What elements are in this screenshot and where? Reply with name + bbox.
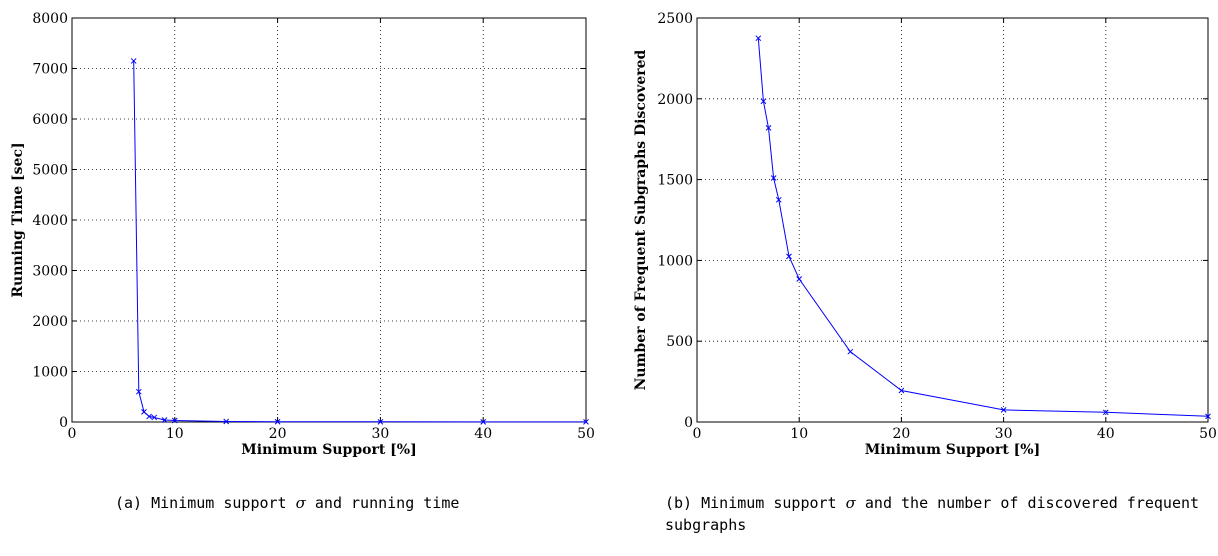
x-tick-label: 10 [790, 426, 808, 442]
y-tick-label: 7000 [32, 62, 68, 78]
chart-running-time: 0 10 20 30 40 50 0 1000 2000 3000 4000 5000 6000 7000… [10, 11, 595, 458]
y-tick-label: 1500 [657, 173, 693, 189]
x-axis-label: Minimum Support [%] [865, 442, 1040, 458]
caption-a: (a) Minimum support σ and running time [115, 492, 535, 514]
data-point [583, 419, 589, 425]
y-axis-label: Running Time [sec] [10, 142, 26, 297]
y-tick-label: 500 [666, 334, 693, 350]
x-tick-label: 30 [995, 426, 1013, 442]
y-tick-label: 0 [684, 415, 693, 431]
caption-a-suffix: and running time [305, 494, 460, 512]
y-tick-label: 0 [59, 415, 68, 431]
y-tick-label: 6000 [32, 112, 68, 128]
data-point [796, 276, 803, 282]
data-point [151, 414, 158, 421]
series-line [757, 38, 1209, 417]
x-tick-label: 50 [577, 426, 595, 442]
y-tick-label: 8000 [32, 11, 68, 27]
y-axis-label: Number of Frequent Subgraphs Discovered [633, 49, 649, 390]
data-point [898, 387, 905, 394]
data-point [786, 253, 792, 260]
caption-b-sigma: σ [845, 494, 856, 512]
x-tick-label: 40 [1097, 426, 1115, 442]
data-point [171, 417, 178, 424]
data-point [775, 196, 782, 203]
data-point [146, 413, 152, 420]
caption-a-prefix: (a) Minimum support [115, 494, 296, 512]
data-point [480, 419, 487, 425]
caption-b-suffix: and the number of discovered frequent su… [665, 494, 1200, 534]
x-tick-label: 10 [166, 426, 184, 442]
data-point [755, 35, 762, 42]
y-tick-label: 4000 [32, 213, 68, 229]
y-tick-label: 2000 [657, 92, 693, 108]
plot-frame [696, 17, 1209, 423]
data-point [847, 348, 854, 355]
y-tick-label: 2000 [32, 314, 68, 330]
y-tick-label: 1000 [657, 253, 693, 269]
x-tick-label: 0 [693, 426, 702, 442]
data-point [161, 417, 168, 423]
data-point [760, 98, 767, 105]
y-tick-label: 5000 [32, 163, 68, 179]
data-point [1000, 407, 1007, 413]
x-tick-label: 20 [269, 426, 287, 442]
data-point [765, 125, 772, 131]
data-point [223, 418, 230, 425]
data-point [274, 418, 281, 425]
data-point [770, 175, 777, 181]
data-point [141, 409, 147, 415]
series-line [133, 60, 586, 423]
x-tick-label: 50 [1199, 426, 1217, 442]
y-tick-label: 1000 [32, 365, 68, 381]
data-point [1205, 413, 1211, 420]
data-point [377, 418, 384, 425]
x-tick-label: 40 [474, 426, 492, 442]
caption-a-sigma: σ [295, 494, 306, 512]
x-tick-label: 0 [68, 426, 77, 442]
data-point [135, 388, 142, 395]
caption-b: (b) Minimum support σ and the number of … [665, 492, 1215, 536]
x-tick-label: 20 [892, 426, 910, 442]
data-point [1102, 409, 1109, 416]
y-tick-label: 3000 [32, 264, 68, 280]
x-tick-label: 30 [371, 426, 389, 442]
caption-b-prefix: (b) Minimum support [665, 494, 846, 512]
y-tick-label: 2500 [657, 11, 693, 27]
x-axis-label: Minimum Support [%] [241, 442, 416, 458]
data-point [130, 58, 137, 64]
